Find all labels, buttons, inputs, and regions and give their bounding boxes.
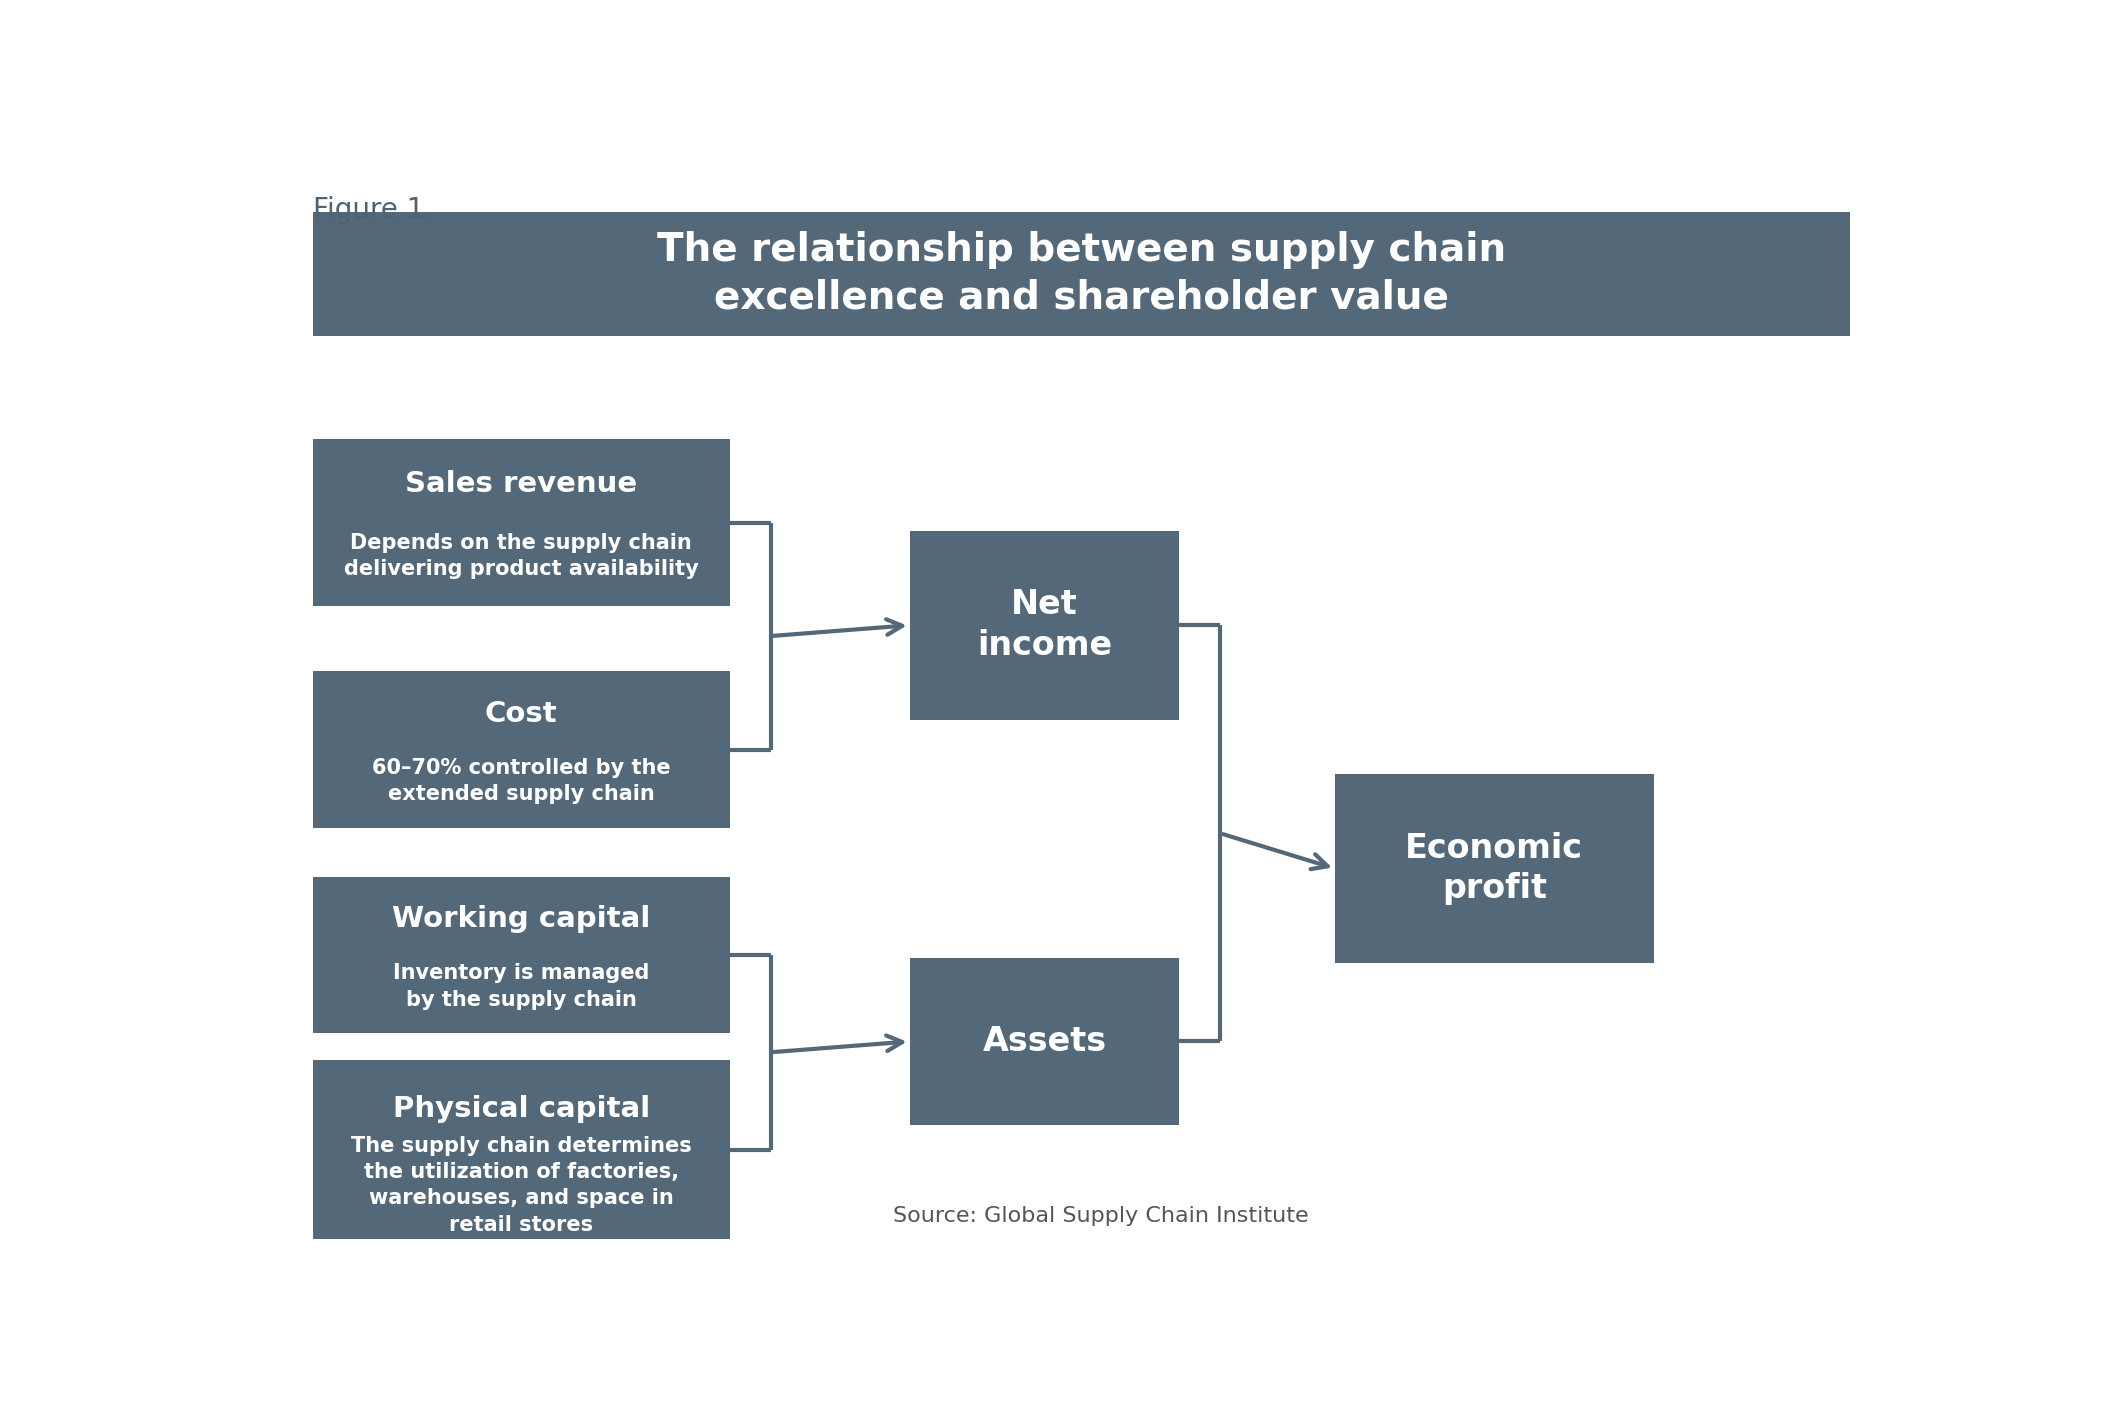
Text: Net
income: Net income (977, 588, 1112, 663)
Text: Economic
profit: Economic profit (1405, 831, 1582, 906)
FancyBboxPatch shape (909, 958, 1179, 1125)
FancyBboxPatch shape (312, 876, 730, 1033)
FancyBboxPatch shape (312, 212, 1850, 336)
FancyBboxPatch shape (1336, 774, 1654, 963)
Text: 60–70% controlled by the
extended supply chain: 60–70% controlled by the extended supply… (371, 758, 671, 804)
Text: Source: Global Supply Chain Institute: Source: Global Supply Chain Institute (893, 1206, 1308, 1226)
Text: Working capital: Working capital (392, 906, 650, 932)
FancyBboxPatch shape (312, 671, 730, 828)
Text: Inventory is managed
by the supply chain: Inventory is managed by the supply chain (392, 963, 650, 1009)
FancyBboxPatch shape (312, 438, 730, 607)
FancyBboxPatch shape (312, 1060, 730, 1238)
Text: Assets: Assets (983, 1025, 1106, 1059)
Text: The supply chain determines
the utilization of factories,
warehouses, and space : The supply chain determines the utilizat… (350, 1136, 692, 1236)
Text: The relationship between supply chain
excellence and shareholder value: The relationship between supply chain ex… (656, 232, 1507, 316)
Text: Figure 1.: Figure 1. (312, 195, 433, 223)
Text: Physical capital: Physical capital (392, 1095, 650, 1123)
Text: Sales revenue: Sales revenue (405, 470, 637, 498)
Text: Depends on the supply chain
delivering product availability: Depends on the supply chain delivering p… (344, 534, 698, 580)
FancyBboxPatch shape (909, 531, 1179, 720)
Text: Cost: Cost (485, 699, 557, 727)
